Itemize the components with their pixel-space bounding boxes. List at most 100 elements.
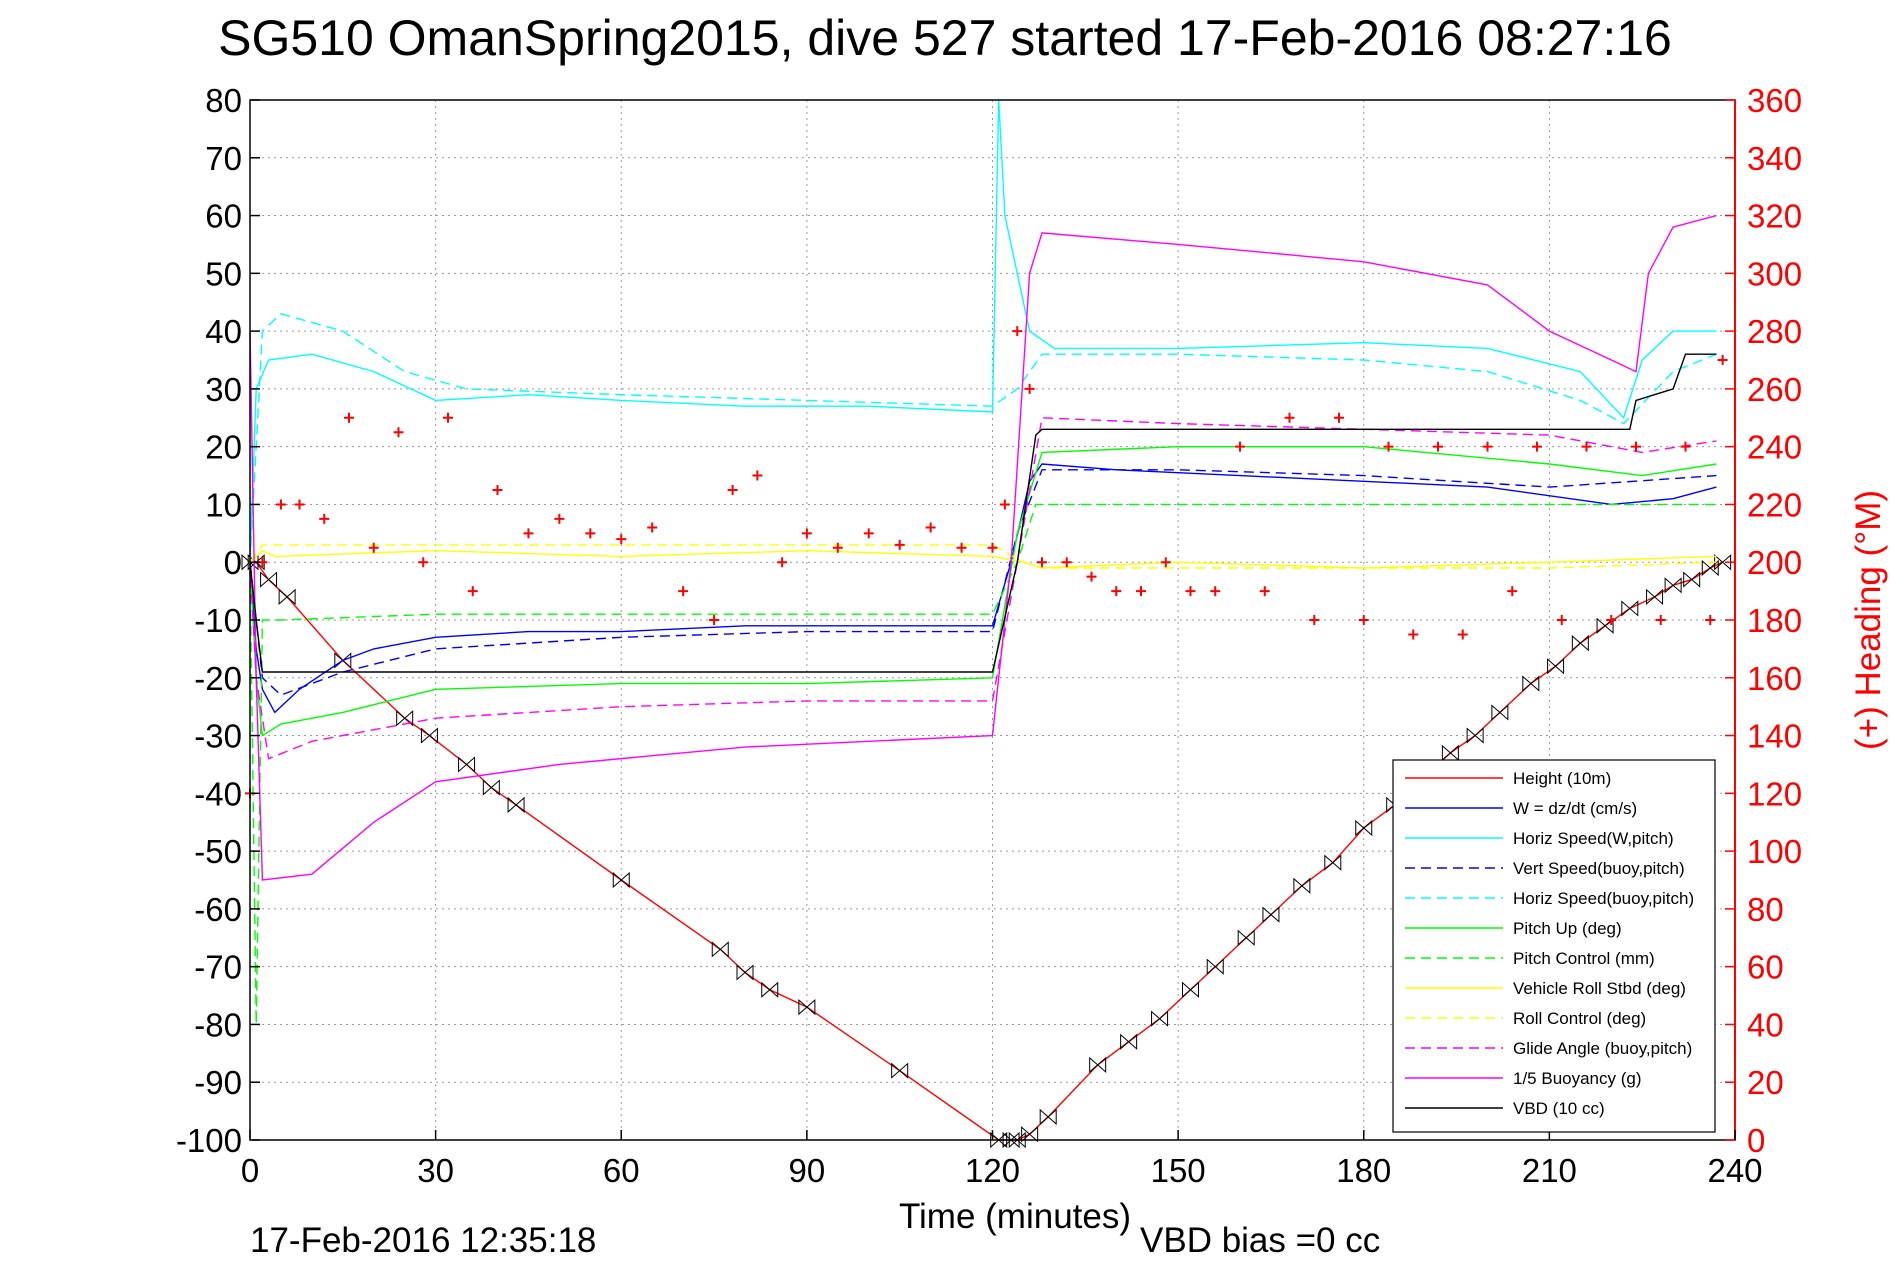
x-tick-label: 150 (1151, 1152, 1206, 1189)
x-tick-label: 90 (789, 1152, 826, 1189)
heading-point (1358, 615, 1369, 625)
height-marker (1621, 600, 1639, 617)
height-marker (1714, 554, 1732, 571)
heading-point (319, 513, 330, 524)
series-line (249, 446, 1717, 737)
heading-point (956, 542, 967, 553)
heading-point (1717, 355, 1728, 365)
heading-point (1284, 412, 1295, 423)
height-marker (1646, 588, 1664, 605)
right-tick-label: 40 (1747, 1006, 1784, 1043)
y-tick-label: -30 (194, 718, 242, 755)
heading-point (443, 412, 453, 423)
height-marker (1151, 1010, 1169, 1027)
series-line (249, 544, 1717, 569)
heading-point (616, 534, 627, 545)
right-tick-label: 320 (1747, 198, 1802, 235)
heading-point (1532, 441, 1542, 452)
right-tick-label: 340 (1747, 140, 1802, 177)
y-tick-label: 60 (205, 198, 242, 235)
legend-label: Horiz Speed(buoy,pitch) (1513, 889, 1694, 908)
y-tick-label: -50 (194, 833, 242, 870)
heading-point (275, 499, 286, 510)
series-group (249, 503, 1717, 1025)
timestamp-note: 17-Feb-2016 12:35:18 (250, 1221, 596, 1260)
height-marker (458, 756, 476, 773)
heading-point (1581, 441, 1592, 452)
heading-point (418, 557, 429, 568)
heading-point (393, 427, 404, 438)
legend-label: Height (10m) (1513, 769, 1611, 788)
height-marker (1324, 854, 1342, 871)
y-tick-label: -10 (194, 602, 242, 639)
series-line (249, 313, 1717, 563)
heading-point (344, 412, 354, 423)
heading-point (523, 528, 534, 539)
heading-point (1680, 441, 1691, 452)
height-marker (612, 871, 630, 889)
height-marker (334, 652, 352, 669)
legend-label: Vert Speed(buoy,pitch) (1513, 859, 1685, 878)
height-marker (1355, 819, 1373, 837)
y-tick-label: 20 (205, 429, 242, 466)
series-group (249, 353, 1717, 673)
right-axis-label: (+) Heading (°M) (1849, 490, 1888, 750)
series-group (249, 544, 1717, 569)
x-tick-label: 0 (241, 1152, 259, 1189)
heading-point (1185, 586, 1196, 597)
heading-point (1111, 586, 1122, 597)
right-tick-label: 240 (1747, 429, 1802, 466)
y-tick-label: -70 (194, 949, 242, 986)
height-marker (761, 981, 779, 998)
heading-point (1705, 615, 1716, 625)
height-marker (482, 779, 500, 796)
heading-point (863, 528, 874, 539)
heading-point (368, 542, 379, 553)
heading-point (1655, 615, 1666, 625)
series-group (249, 446, 1717, 737)
height-marker (1262, 906, 1280, 923)
height-marker (1021, 1126, 1039, 1143)
heading-point (647, 522, 658, 533)
right-tick-label: 200 (1747, 544, 1802, 581)
x-tick-label: 60 (603, 1152, 640, 1189)
y-tick-label: 30 (205, 371, 242, 408)
heading-point (999, 499, 1010, 510)
heading-point (1433, 441, 1443, 452)
series-line (249, 469, 1717, 696)
height-marker (1002, 1131, 1020, 1149)
series-group (245, 326, 1728, 799)
height-marker (1522, 675, 1540, 692)
x-tick-label: 180 (1336, 1152, 1391, 1189)
y-tick-label: 70 (205, 140, 242, 177)
height-marker (1120, 1033, 1138, 1050)
heading-point (801, 528, 812, 539)
y-tick-label: -20 (194, 660, 242, 697)
heading-point (1606, 615, 1617, 625)
heading-point (1037, 557, 1047, 568)
legend-box (1392, 759, 1716, 1133)
x-tick-label: 240 (1707, 1152, 1762, 1189)
heading-point (727, 485, 738, 495)
y-tick-label: -40 (194, 775, 242, 812)
heading-point (585, 528, 596, 539)
heading-point (1408, 629, 1419, 640)
y-tick-label: -80 (194, 1006, 242, 1043)
y-tick-label: -90 (194, 1064, 242, 1101)
heading-point (987, 542, 998, 553)
series-group (249, 463, 1717, 714)
height-marker (1182, 981, 1199, 998)
height-marker (507, 796, 525, 813)
height-marker (420, 727, 438, 744)
heading-point (1383, 441, 1394, 452)
legend-label: Pitch Up (deg) (1513, 919, 1622, 938)
height-marker (1039, 1108, 1057, 1125)
x-tick-label: 210 (1522, 1152, 1577, 1189)
heading-point (1334, 412, 1344, 423)
height-marker (798, 999, 816, 1016)
heading-point (1012, 326, 1023, 337)
heading-point (777, 557, 788, 568)
height-marker (711, 941, 729, 958)
height-marker (1491, 704, 1509, 721)
heading-point (467, 586, 478, 597)
